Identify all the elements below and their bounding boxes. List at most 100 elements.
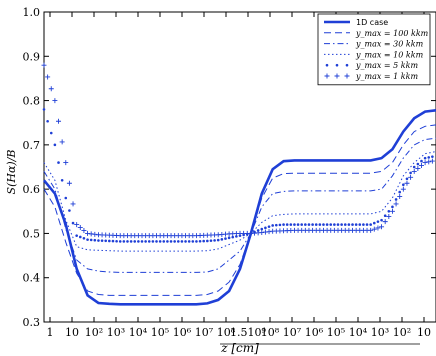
data-point [274, 223, 278, 227]
legend-label: y_max = 10 kkm [355, 50, 424, 59]
series-layer [41, 62, 436, 306]
data-point [86, 238, 89, 241]
legend-label: 1D case [356, 18, 388, 27]
data-point [409, 171, 412, 175]
data-point [285, 223, 289, 226]
data-point [52, 98, 58, 104]
legend-label: y_max = 100 kkm [355, 29, 429, 38]
y-tick-label: 0.9 [23, 50, 41, 63]
data-point [115, 239, 118, 243]
series-2-line [43, 137, 436, 273]
data-point [383, 214, 387, 218]
data-point [202, 239, 206, 243]
data-point [187, 240, 191, 243]
data-point [147, 240, 151, 243]
data-point [415, 165, 421, 171]
x-tick-label: 10 [417, 326, 431, 339]
legend-label: y_max = 1 kkm [355, 72, 419, 81]
data-point [387, 209, 391, 213]
data-point [376, 220, 380, 223]
series-0-line [42, 109, 436, 306]
data-point [351, 223, 354, 226]
data-point [42, 108, 46, 111]
x-tick-label: 10⁸ [261, 326, 280, 339]
data-point [393, 201, 399, 207]
data-point [322, 223, 325, 226]
data-point [278, 223, 282, 227]
y-tick-label: 0.5 [23, 227, 41, 240]
data-point [100, 239, 104, 242]
data-point [362, 223, 365, 226]
data-point [81, 227, 87, 233]
y-tick-label: 0.8 [23, 95, 41, 108]
data-point [354, 223, 358, 226]
data-point [267, 225, 271, 228]
data-point [209, 239, 213, 242]
data-point [271, 224, 274, 227]
series-5-markers [41, 62, 435, 239]
data-point [231, 235, 235, 239]
data-point [325, 223, 329, 226]
data-point [144, 240, 147, 243]
data-point [304, 223, 307, 226]
data-point [133, 240, 137, 243]
data-point [213, 239, 216, 242]
x-tick-label: 10⁷ [283, 326, 302, 339]
data-point [340, 223, 343, 226]
x-tick-label: 10⁶ [173, 326, 192, 339]
data-point [405, 177, 409, 181]
data-point [423, 156, 427, 160]
x-tick-label: 10⁴ [129, 326, 148, 339]
data-point [333, 223, 336, 226]
data-point [382, 219, 388, 225]
data-point [104, 239, 108, 243]
data-point [369, 223, 372, 226]
data-point [57, 161, 60, 164]
data-point [336, 223, 340, 226]
data-point [169, 240, 173, 243]
data-point [111, 239, 115, 243]
y-axis: 0.3 0.4 0.5 0.6 0.7 0.8 0.9 1.0 [23, 6, 436, 329]
data-point [151, 240, 155, 243]
data-point [93, 238, 97, 242]
data-point [137, 240, 140, 243]
data-point [206, 239, 209, 243]
legend-label: y_max = 30 kkm [355, 40, 424, 49]
legend-swatch [325, 63, 329, 67]
data-point [118, 240, 122, 243]
x-tick-label: 10 [65, 326, 79, 339]
data-point [408, 174, 414, 180]
data-point [53, 143, 57, 147]
data-point [75, 234, 78, 237]
legend-swatch [335, 63, 339, 67]
data-point [158, 240, 162, 243]
y-axis-label: S(Hα)/B [5, 150, 18, 195]
x-tick-label: 10⁵ [151, 326, 169, 339]
data-point [311, 223, 314, 226]
data-point [191, 240, 195, 243]
x-tick-label: 10⁷ [195, 326, 214, 339]
data-point [391, 205, 394, 209]
data-point [56, 118, 62, 124]
data-point [379, 224, 385, 230]
data-point [66, 180, 72, 186]
data-point [126, 240, 129, 243]
x-tick-label: 10³ [371, 326, 389, 339]
data-point [420, 159, 423, 163]
x-tick-label: 1 [47, 326, 54, 339]
legend-swatch [345, 63, 349, 67]
plot-frame [43, 11, 436, 323]
x-tick-label: 1.510⁹ [230, 326, 266, 339]
data-point [180, 240, 184, 243]
data-point [375, 225, 381, 231]
data-point [368, 227, 374, 233]
data-point [260, 227, 264, 231]
data-point [347, 223, 351, 226]
data-point [155, 240, 158, 243]
legend-box [317, 13, 431, 86]
legend-swatch [334, 73, 340, 79]
data-point [416, 162, 420, 166]
